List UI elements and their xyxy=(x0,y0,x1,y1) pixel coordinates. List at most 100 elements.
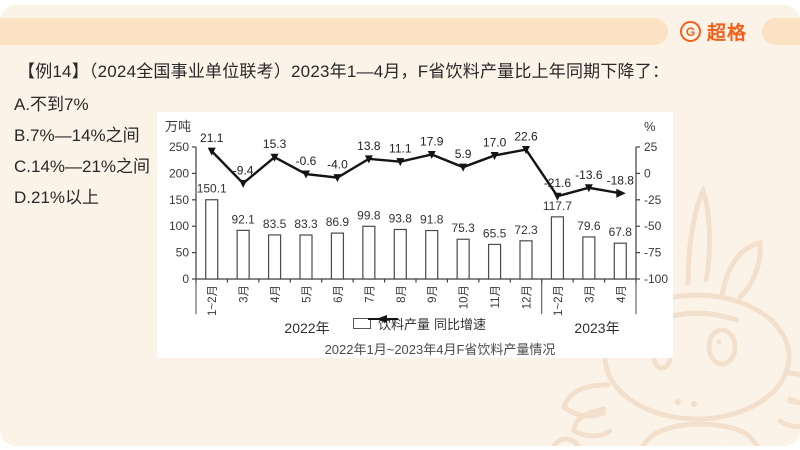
left-axis-tick-label: 100 xyxy=(169,219,189,233)
right-axis-unit-label: % xyxy=(644,119,656,134)
line-value-label: 17.0 xyxy=(483,135,507,149)
line-legend-label: 同比增速 xyxy=(434,316,487,332)
category-axis-labels: 1~2月 3月 4月 5月 6月 7月 8月 9月 10月 11月 12月 1~2月 3月 4月 xyxy=(207,285,628,316)
bar-value-label: 65.5 xyxy=(483,226,507,240)
line-value-label: 5.9 xyxy=(455,147,472,161)
growth-line xyxy=(210,148,621,198)
slide-background: G 超格 【例14】（2024全国事业单位联考）2023年1—4月， xyxy=(0,5,800,446)
top-band-left xyxy=(0,18,668,45)
line-value-label: -13.6 xyxy=(575,168,603,182)
line-marker xyxy=(553,192,562,201)
bar-value-label: 91.8 xyxy=(420,213,444,227)
category-label: 4月 xyxy=(270,285,282,303)
line-value-label: 22.6 xyxy=(514,130,538,144)
right-axis-tick-label: -25 xyxy=(644,193,662,207)
line-value-label: -4.0 xyxy=(327,158,348,172)
bars-series: 150.1 92.1 83.5 83.3 86.9 99.8 93.8 91.8 75.3 65.… xyxy=(197,182,633,280)
left-axis-tick-label: 150 xyxy=(169,193,189,207)
category-label: 11月 xyxy=(490,285,502,308)
bar xyxy=(550,216,565,280)
right-axis-tick-label: 0 xyxy=(644,166,651,180)
line-marker xyxy=(396,158,405,167)
bar xyxy=(393,228,407,280)
bar xyxy=(299,234,313,280)
bar-value-label: 117.7 xyxy=(543,199,572,213)
line-value-label: 17.9 xyxy=(420,134,444,148)
bar-legend-label: 饮料产量 xyxy=(378,316,431,332)
bar-value-label: 93.8 xyxy=(389,211,413,225)
bar xyxy=(487,243,502,280)
category-label: 3月 xyxy=(239,285,251,303)
category-label: 3月 xyxy=(584,285,596,303)
bar-value-label: 99.8 xyxy=(357,208,381,222)
bar-value-label: 83.3 xyxy=(294,217,318,231)
bar xyxy=(236,229,250,280)
chart-title: 2022年1月~2023年4月F省饮料产量情况 xyxy=(324,342,556,357)
category-label: 6月 xyxy=(333,285,345,303)
line-value-label: 11.1 xyxy=(389,142,412,156)
bar-value-label: 67.8 xyxy=(609,225,633,239)
line-marker xyxy=(207,147,216,156)
chart-panel: 0 50 100 150 200 250 25 0 -25 -50 -75 -100 万吨% 1~2月 3月… xyxy=(157,112,673,358)
year-group-label-2023: 2023年 xyxy=(574,320,620,336)
category-label: 1~2月 xyxy=(207,285,219,316)
category-label: 9月 xyxy=(427,285,439,303)
line-marker xyxy=(270,153,279,162)
category-label: 8月 xyxy=(396,285,408,303)
left-axis-unit-label: 万吨 xyxy=(165,119,191,134)
line-value-label: -21.6 xyxy=(544,176,572,190)
line-legend-swatch xyxy=(368,315,398,323)
bar xyxy=(425,229,439,280)
option-c: C.14%—21%之间 xyxy=(14,157,151,176)
line-value-label: -18.8 xyxy=(607,173,635,187)
left-axis-tick-label: 200 xyxy=(169,166,189,180)
line-marker xyxy=(239,179,248,188)
option-a: A.不到7% xyxy=(14,95,89,114)
bar-value-label: 86.9 xyxy=(326,215,350,229)
chart-legend: 饮料产量 同比增速 xyxy=(353,314,487,332)
right-axis-tick-label: -50 xyxy=(644,219,662,233)
line-value-label: 15.3 xyxy=(263,137,287,151)
brand-logo-text: 超格 xyxy=(707,23,748,44)
line-marker xyxy=(490,151,499,160)
bar xyxy=(330,232,345,280)
bar xyxy=(582,236,596,280)
year-group-label-2022: 2022年 xyxy=(284,320,330,336)
line-marker xyxy=(302,170,310,179)
category-label: 7月 xyxy=(364,285,376,303)
category-label: 1~2月 xyxy=(553,285,565,316)
question-stem: 【例14】（2024全国事业单位联考）2023年1—4月，F省饮料产量比上年同期… xyxy=(18,62,670,81)
line-marker xyxy=(364,155,373,164)
bar-legend-swatch xyxy=(353,317,371,329)
category-label: 4月 xyxy=(616,285,628,303)
brand-logo: G 超格 xyxy=(680,18,747,45)
line-marker xyxy=(427,150,436,159)
line-marker xyxy=(616,188,626,198)
category-label: 5月 xyxy=(302,285,314,303)
brand-logo-icon: G xyxy=(680,21,701,42)
bar xyxy=(205,199,219,280)
line-marker xyxy=(584,184,593,193)
left-axis-tick-label: 0 xyxy=(182,272,189,286)
bar-value-label: 83.5 xyxy=(263,217,287,231)
category-label: 12月 xyxy=(522,285,534,309)
right-axis-tick-label: -75 xyxy=(644,246,662,260)
left-axis-tick-label: 250 xyxy=(169,140,189,154)
top-band-right xyxy=(762,18,800,45)
right-axis-tick-label: -100 xyxy=(644,272,668,286)
bar xyxy=(267,234,282,280)
bar-value-label: 75.3 xyxy=(451,221,475,235)
line-marker xyxy=(459,163,468,172)
bar-value-label: 92.1 xyxy=(231,212,255,226)
line-value-label: 13.8 xyxy=(357,139,381,153)
line-value-label: -0.6 xyxy=(296,154,317,168)
line-value-label: 21.1 xyxy=(200,131,224,145)
bar-value-label: 150.1 xyxy=(197,182,227,196)
line-marker xyxy=(333,174,342,183)
bar xyxy=(456,238,470,280)
option-d: D.21%以上 xyxy=(14,188,100,207)
bar-value-label: 79.6 xyxy=(577,219,601,233)
category-label: 10月 xyxy=(459,285,471,309)
growth-line-series: 21.1 -9.4 15.3 -0.6 -4.0 13.8 11.1 17.9 5.9 17.0 2… xyxy=(200,130,634,201)
